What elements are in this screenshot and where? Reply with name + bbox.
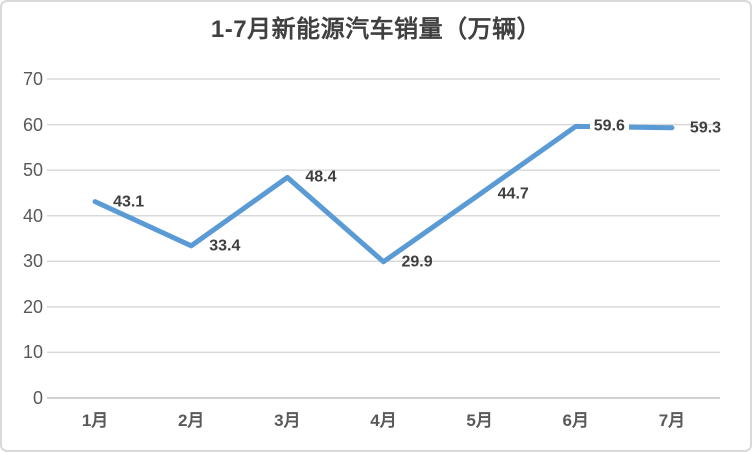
y-tick-label: 70 <box>22 69 43 89</box>
data-label: 48.4 <box>305 168 337 186</box>
y-tick-label: 10 <box>22 342 43 363</box>
x-category-label: 7月 <box>658 411 686 430</box>
x-category-label: 2月 <box>177 411 205 430</box>
y-tick-label: 0 <box>32 388 43 408</box>
data-label: 44.7 <box>497 185 529 203</box>
y-tick-label: 20 <box>22 296 43 317</box>
x-category-label: 5月 <box>466 411 493 430</box>
data-label: 29.9 <box>401 253 433 271</box>
y-tick-label: 40 <box>22 205 43 226</box>
x-category-label: 1月 <box>81 411 109 430</box>
series-line <box>92 123 675 265</box>
y-tick-label: 30 <box>22 251 43 272</box>
x-category-label: 3月 <box>274 411 301 430</box>
y-tick-label: 60 <box>22 114 43 135</box>
data-label: 43.1 <box>113 193 145 211</box>
x-category-label: 4月 <box>370 411 397 430</box>
x-category-label: 6月 <box>562 411 590 430</box>
data-label: 59.3 <box>689 119 722 137</box>
data-label: 33.4 <box>209 237 241 255</box>
data-label: 59.6 <box>589 116 629 136</box>
chart-title: 1-7月新能源汽车销量（万辆） <box>210 16 542 43</box>
y-tick-label: 50 <box>22 160 43 181</box>
